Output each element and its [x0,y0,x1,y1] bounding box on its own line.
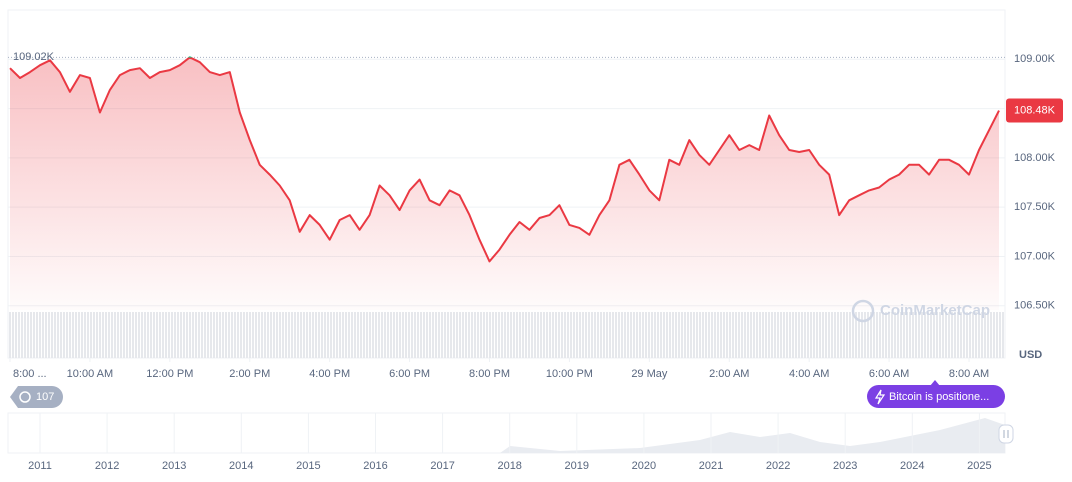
x-tick-label: 4:00 PM [309,368,350,380]
history-badge[interactable]: 107 [10,386,63,408]
x-tick-label: 8:00 ... [13,368,47,380]
x-tick-label: 6:00 AM [869,368,909,380]
year-label: 2015 [296,460,320,472]
navigator: 2011 2012 2013 2014 2015 2016 2017 2018 2019 2020… [7,412,1014,472]
year-label: 2020 [632,460,656,472]
area-fill [10,57,999,310]
x-tick-label: 2:00 AM [709,368,749,380]
x-tick-label: 2:00 PM [229,368,270,380]
x-tick-label: 8:00 AM [949,368,989,380]
year-label: 2014 [229,460,253,472]
reference-label: 109.02K [13,51,55,63]
y-axis-label: USD [1019,349,1042,361]
watermark-text: CoinMarketCap [880,302,990,319]
volume-band [8,312,1005,358]
year-label: 2023 [833,460,857,472]
year-label: 2018 [497,460,521,472]
year-label: 2022 [766,460,790,472]
year-label: 2016 [363,460,387,472]
year-label: 2024 [900,460,924,472]
year-label: 2019 [565,460,589,472]
y-tick-label: 109.00K [1014,53,1056,65]
y-tick-label: 107.00K [1014,250,1056,262]
news-text: Bitcoin is positione... [889,391,989,403]
x-tick-label: 12:00 PM [146,368,193,380]
year-label: 2025 [967,460,991,472]
y-tick-label: 107.50K [1014,201,1056,213]
x-tick-label: 6:00 PM [389,368,430,380]
plot [8,56,1005,310]
year-label: 2012 [95,460,119,472]
x-axis: 8:00 ... 10:00 AM 12:00 PM 2:00 PM 4:00 PM 6:… [9,358,989,380]
year-label: 2013 [162,460,186,472]
x-tick-label: 8:00 PM [469,368,510,380]
x-tick-label: 10:00 AM [67,368,113,380]
price-line [9,56,1000,263]
x-tick-label: 29 May [631,368,668,380]
x-tick-label: 4:00 AM [789,368,829,380]
y-tick-label: 106.50K [1014,300,1056,312]
history-count: 107 [36,391,54,403]
year-label: 2011 [28,460,52,472]
last-price-label: 108.48K [1014,104,1056,116]
last-price-box [1006,98,1063,123]
year-label: 2017 [430,460,454,472]
y-tick-label: 108.00K [1014,152,1056,164]
news-badge[interactable]: Bitcoin is positione... [867,380,1005,408]
x-tick-label: 10:00 PM [546,368,593,380]
watermark: CoinMarketCap [851,299,990,323]
year-label: 2021 [699,460,723,472]
